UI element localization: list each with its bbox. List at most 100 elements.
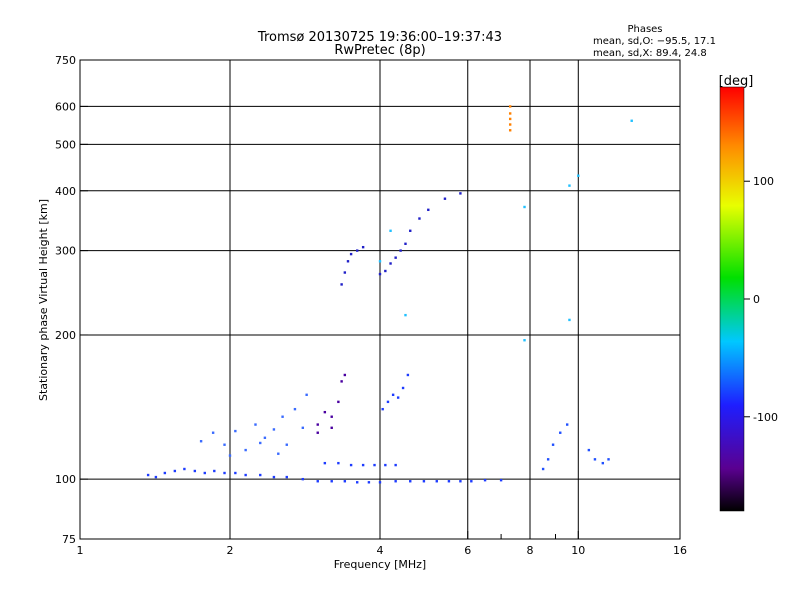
data-point [577, 174, 580, 177]
data-point [316, 431, 319, 434]
data-point [508, 117, 512, 121]
data-point [508, 129, 512, 132]
data-point [316, 423, 319, 426]
data-point [346, 260, 350, 263]
data-point [259, 441, 262, 445]
x-tick-label: 16 [673, 544, 687, 557]
data-point [389, 229, 392, 232]
data-point [213, 469, 216, 473]
x-tick-label: 6 [464, 544, 471, 557]
data-point [508, 105, 512, 108]
data-point [343, 373, 347, 377]
data-point [593, 458, 597, 461]
data-point [337, 400, 340, 404]
grid-lines [80, 60, 680, 539]
data-point [223, 471, 226, 475]
data-point [427, 208, 430, 212]
data-point [316, 480, 319, 483]
data-point [323, 410, 327, 414]
x-tick-label: 2 [227, 544, 234, 557]
colorbar-tick-label: -100 [753, 411, 778, 424]
data-point [203, 471, 206, 475]
data-point [386, 400, 390, 404]
y-tick-label: 100 [55, 473, 76, 486]
y-axis-ticks: 75 100 200 300 400 500 600 750 [55, 54, 88, 546]
y-tick-label: 300 [55, 245, 76, 258]
y-tick-label: 600 [55, 100, 76, 113]
colorbar-ticks: 100 0 -100 [744, 175, 778, 424]
data-point [254, 423, 257, 426]
data-point [285, 475, 288, 479]
data-point [330, 415, 333, 418]
data-point [483, 478, 487, 482]
stats-x-line: mean, sd,X: 89.4, 24.8 [593, 48, 707, 59]
y-tick-label: 500 [55, 138, 76, 151]
data-point [340, 380, 343, 383]
data-point [361, 463, 365, 467]
data-point [223, 443, 226, 446]
data-point [384, 269, 387, 273]
data-point [281, 415, 284, 418]
stats-o-line: mean, sd,O: −95.5, 17.1 [593, 36, 716, 47]
data-point [259, 473, 262, 477]
y-tick-label: 400 [55, 185, 76, 198]
data-point [394, 480, 397, 483]
data-point [435, 480, 438, 483]
data-point [337, 461, 340, 465]
x-axis-ticks: 1 2 4 6 8 10 16 [77, 531, 687, 557]
data-point [367, 481, 371, 484]
data-point [559, 431, 562, 434]
y-tick-label: 750 [55, 54, 76, 67]
data-point [234, 471, 237, 475]
data-point [361, 245, 365, 249]
data-point [330, 480, 333, 483]
data-point [607, 458, 610, 461]
data-point [394, 256, 397, 259]
data-point [183, 467, 186, 471]
data-point [630, 119, 633, 122]
data-point [568, 318, 571, 322]
data-points [146, 105, 633, 484]
colorbar-tick-label: 100 [753, 175, 774, 188]
data-point [508, 112, 512, 115]
data-point [422, 480, 426, 483]
data-point [470, 480, 473, 483]
data-point [551, 443, 555, 446]
data-point [211, 431, 215, 434]
data-point [601, 461, 605, 465]
data-point [447, 480, 451, 483]
data-point [244, 448, 247, 452]
data-point [199, 440, 203, 443]
data-point [277, 452, 280, 455]
colorbar [719, 86, 745, 512]
data-point [154, 475, 158, 479]
data-point [272, 475, 276, 479]
data-point [163, 471, 167, 475]
data-point [381, 407, 384, 411]
data-point [404, 313, 407, 317]
data-point [263, 436, 267, 439]
data-point [499, 478, 503, 482]
data-point [396, 396, 400, 399]
data-point [565, 423, 569, 426]
data-point [546, 458, 550, 461]
data-point [404, 242, 407, 245]
x-tick-label: 10 [571, 544, 585, 557]
data-point [459, 192, 462, 195]
data-point [340, 283, 343, 286]
data-point [378, 272, 382, 276]
data-point [305, 393, 308, 397]
data-point [394, 463, 397, 467]
data-point [409, 229, 412, 232]
data-point [146, 473, 150, 477]
data-point [349, 252, 353, 256]
data-point [355, 481, 359, 484]
chart-subtitle: RwPretec (8p) [334, 43, 425, 58]
colorbar-tick-label: 0 [753, 293, 760, 306]
data-point [401, 386, 405, 390]
y-axis-label: Stationary phase Virtual Height [km] [37, 199, 50, 401]
data-point [343, 480, 347, 483]
data-point [384, 463, 387, 467]
data-point [349, 463, 353, 467]
